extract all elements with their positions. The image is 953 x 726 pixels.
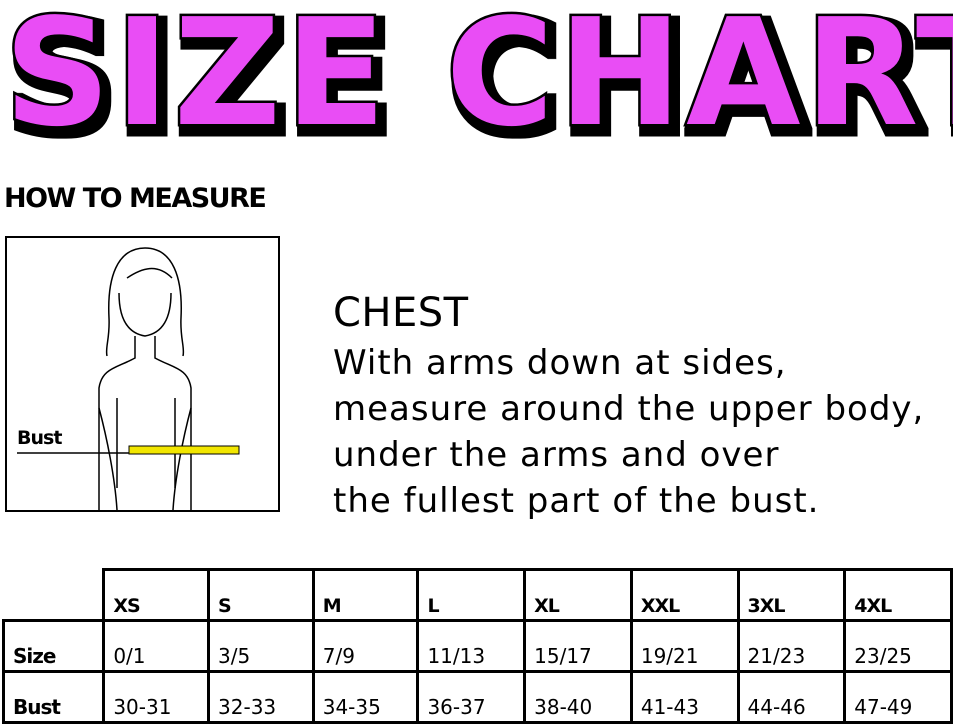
corner-cell [3,569,106,622]
size-table: XS S M L XL XXL 3XL 4XL Size 0/1 3/5 7/9 11/13 15/17… [1,568,953,724]
instruction-line: under the arms and over [333,435,780,475]
bust-label: Bust [17,427,62,449]
instruction-line: the fullest part of the bust. [333,481,820,521]
table-cell: 41-43 [629,670,740,724]
column-header: L [416,568,527,622]
column-header: XL [523,568,633,622]
table-cell: 0/1 [102,619,211,673]
how-to-measure-heading: HOW TO MEASURE [4,183,267,214]
chest-heading: CHEST [333,290,469,336]
table-cell: 36-37 [416,670,527,724]
column-header: 4XL [843,568,953,622]
table-cell: 38-40 [523,670,633,724]
table-cell: 19/21 [629,619,740,673]
row-label: Bust [1,670,106,724]
column-header: XXL [629,568,740,622]
column-header: XS [102,568,211,622]
table-header-row: XS S M L XL XXL 3XL 4XL [3,568,953,622]
table-cell: 7/9 [311,619,420,673]
instruction-line: With arms down at sides, [333,343,787,383]
table-cell: 3/5 [207,619,315,673]
table-cell: 34-35 [311,670,420,724]
table-cell: 11/13 [416,619,527,673]
column-header: M [311,568,420,622]
table-row: Bust 30-31 32-33 34-35 36-37 38-40 41-43 44-46 4… [1,670,953,724]
column-header: S [207,568,315,622]
table-cell: 30-31 [102,670,211,724]
table-cell: 32-33 [207,670,315,724]
measurement-figure: Bust [5,236,280,512]
size-chart-title: SIZE CHART [2,0,953,150]
table-cell: 47-49 [843,670,953,724]
table-cell: 44-46 [736,670,847,724]
chest-instructions: With arms down at sides, measure around … [333,340,924,524]
column-header: 3XL [736,568,847,622]
table-row: Size 0/1 3/5 7/9 11/13 15/17 19/21 21/23 23/25 [1,619,953,673]
instruction-line: measure around the upper body, [333,389,925,429]
table-cell: 21/23 [736,619,847,673]
title-text: SIZE CHART [4,0,953,150]
table-cell: 23/25 [843,619,953,673]
table-cell: 15/17 [523,619,633,673]
row-label: Size [1,619,106,673]
woman-silhouette-illustration [17,247,240,511]
